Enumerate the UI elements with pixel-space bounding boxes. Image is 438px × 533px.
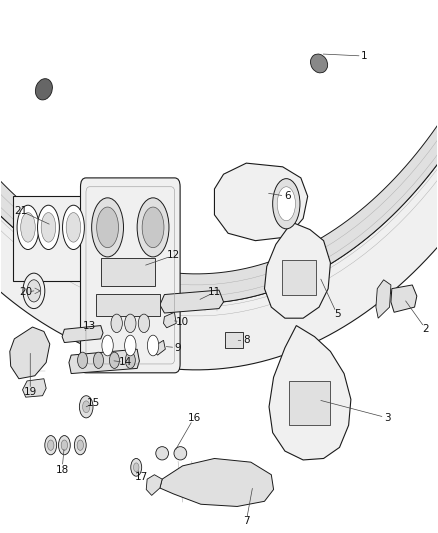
Text: 21: 21 [14, 206, 28, 216]
Ellipse shape [311, 54, 328, 73]
Ellipse shape [111, 314, 122, 333]
Text: 15: 15 [87, 398, 101, 408]
Polygon shape [62, 326, 103, 343]
Ellipse shape [156, 447, 169, 460]
Polygon shape [160, 458, 274, 506]
Ellipse shape [78, 352, 88, 368]
Text: 18: 18 [56, 465, 69, 474]
Ellipse shape [102, 335, 113, 356]
Ellipse shape [63, 205, 85, 249]
Ellipse shape [273, 179, 300, 229]
Ellipse shape [92, 198, 124, 257]
Polygon shape [0, 0, 438, 370]
Ellipse shape [38, 205, 60, 249]
Ellipse shape [93, 352, 103, 368]
Ellipse shape [61, 440, 67, 450]
Text: 16: 16 [187, 413, 201, 423]
Text: 17: 17 [135, 472, 148, 482]
Ellipse shape [138, 314, 150, 333]
Ellipse shape [131, 458, 141, 476]
Polygon shape [163, 312, 176, 328]
Polygon shape [69, 349, 139, 374]
Ellipse shape [77, 440, 84, 450]
FancyBboxPatch shape [96, 294, 160, 316]
Ellipse shape [82, 401, 90, 413]
FancyBboxPatch shape [290, 381, 330, 425]
Text: 8: 8 [243, 335, 250, 345]
Text: 13: 13 [83, 320, 96, 330]
Polygon shape [376, 280, 391, 318]
Ellipse shape [142, 207, 164, 248]
Ellipse shape [110, 352, 120, 368]
Ellipse shape [17, 205, 39, 249]
Ellipse shape [125, 352, 135, 368]
Polygon shape [391, 285, 417, 312]
Ellipse shape [147, 335, 159, 356]
Polygon shape [160, 290, 223, 313]
FancyBboxPatch shape [101, 257, 155, 286]
Ellipse shape [97, 207, 119, 248]
Polygon shape [154, 341, 165, 355]
Text: 2: 2 [423, 324, 429, 334]
Polygon shape [22, 379, 46, 397]
Ellipse shape [125, 314, 136, 333]
FancyBboxPatch shape [81, 178, 180, 373]
FancyBboxPatch shape [282, 260, 316, 295]
Ellipse shape [41, 213, 56, 242]
FancyBboxPatch shape [226, 332, 243, 349]
Text: 1: 1 [361, 51, 368, 61]
Ellipse shape [79, 395, 93, 418]
Ellipse shape [58, 435, 70, 455]
Text: 3: 3 [384, 413, 391, 423]
Ellipse shape [48, 440, 54, 450]
Ellipse shape [125, 335, 136, 356]
Text: 9: 9 [175, 343, 181, 353]
Ellipse shape [21, 213, 35, 242]
Text: 5: 5 [334, 310, 341, 319]
Ellipse shape [134, 463, 139, 472]
Text: 6: 6 [284, 191, 290, 201]
Polygon shape [265, 222, 330, 318]
Ellipse shape [277, 187, 295, 221]
Text: 19: 19 [24, 387, 37, 397]
Ellipse shape [137, 198, 169, 257]
Polygon shape [269, 326, 351, 460]
Polygon shape [215, 163, 307, 241]
Text: 20: 20 [19, 287, 32, 297]
Ellipse shape [35, 79, 53, 100]
Text: 10: 10 [176, 317, 189, 327]
Ellipse shape [45, 435, 57, 455]
Text: 14: 14 [119, 358, 132, 367]
Ellipse shape [174, 447, 187, 460]
Ellipse shape [23, 273, 45, 309]
Polygon shape [13, 196, 93, 281]
Polygon shape [0, 0, 438, 303]
Polygon shape [146, 475, 162, 495]
Ellipse shape [27, 280, 41, 302]
Text: 7: 7 [243, 516, 250, 526]
Text: 11: 11 [208, 287, 221, 297]
Ellipse shape [74, 435, 86, 455]
Text: 12: 12 [167, 251, 180, 261]
Ellipse shape [66, 213, 81, 242]
Polygon shape [10, 327, 50, 379]
